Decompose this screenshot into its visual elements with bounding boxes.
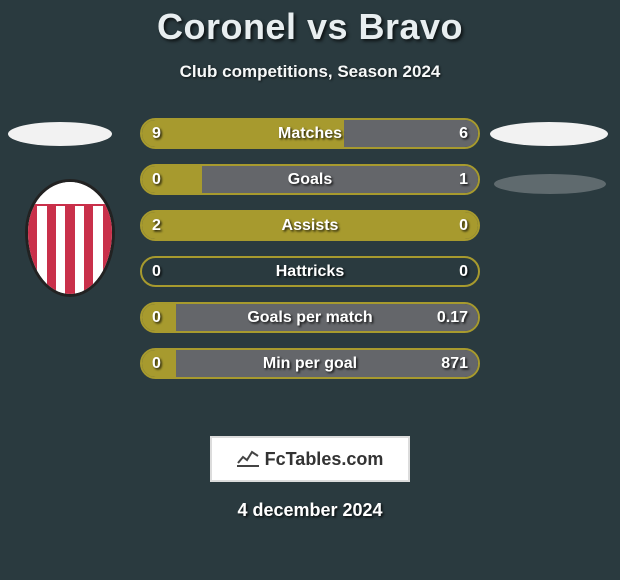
stat-bar-row: 0Goals1 [140, 164, 480, 195]
comparison-widget: Coronel vs Bravo Club competitions, Seas… [0, 0, 620, 580]
bar-label: Min per goal [142, 350, 478, 377]
decorative-oval [8, 122, 112, 146]
bar-value-right: 0 [459, 212, 468, 239]
chart-icon [237, 449, 259, 470]
decorative-oval [490, 122, 608, 146]
bar-label: Hattricks [142, 258, 478, 285]
bar-label: Goals per match [142, 304, 478, 331]
page-title: Coronel vs Bravo [0, 6, 620, 48]
stat-bar-row: 0Goals per match0.17 [140, 302, 480, 333]
subtitle: Club competitions, Season 2024 [0, 62, 620, 82]
stat-bar-row: 2Assists0 [140, 210, 480, 241]
decorative-oval [494, 174, 606, 194]
bar-value-right: 1 [459, 166, 468, 193]
content-area: 9Matches60Goals12Assists00Hattricks00Goa… [0, 118, 620, 418]
bar-value-right: 871 [441, 350, 468, 377]
logo-text: FcTables.com [265, 449, 384, 470]
bar-value-right: 0 [459, 258, 468, 285]
date-label: 4 december 2024 [0, 500, 620, 521]
source-logo: FcTables.com [210, 436, 410, 482]
shield-stripes [28, 206, 112, 294]
bar-value-right: 0.17 [437, 304, 468, 331]
shield-top [28, 182, 112, 206]
stat-bar-row: 9Matches6 [140, 118, 480, 149]
stat-bar-row: 0Hattricks0 [140, 256, 480, 287]
shield-icon [25, 179, 115, 297]
team-crest-left [20, 174, 120, 302]
bar-label: Assists [142, 212, 478, 239]
bar-label: Matches [142, 120, 478, 147]
bar-label: Goals [142, 166, 478, 193]
stat-bar-row: 0Min per goal871 [140, 348, 480, 379]
stat-bars: 9Matches60Goals12Assists00Hattricks00Goa… [140, 118, 480, 394]
bar-value-right: 6 [459, 120, 468, 147]
